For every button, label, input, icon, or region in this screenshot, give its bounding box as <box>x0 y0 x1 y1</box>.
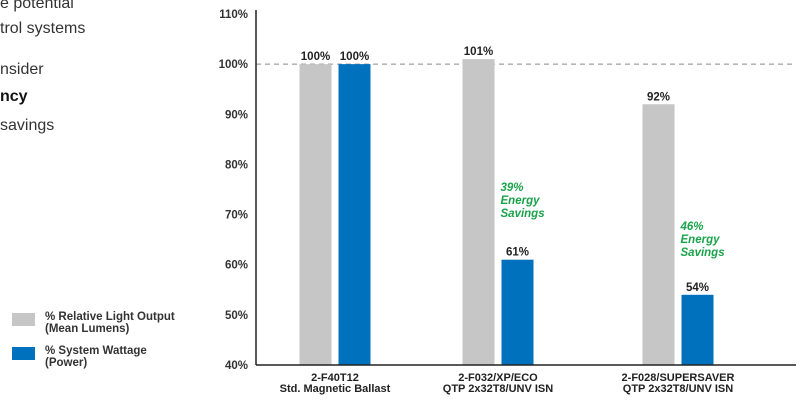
legend-swatch-light-output <box>12 313 35 326</box>
bar-system-wattage <box>338 64 371 366</box>
labels-layer: 100% 101%92%100%61%54%39%EnergySavings46%… <box>301 46 725 294</box>
legend-item-system-wattage: % System Wattage (Power) <box>12 345 175 369</box>
y-tick-label: 100% <box>219 59 248 71</box>
x-category-label: 2-F40T12 <box>311 372 359 384</box>
x-category-label: Std. Magnetic Ballast <box>280 383 391 395</box>
x-category-label: QTP 2x32T8/UNV ISN <box>623 383 734 395</box>
bar-value-label: 92% <box>647 91 670 103</box>
bar-system-wattage <box>681 294 714 365</box>
savings-annotation-line: Energy <box>501 195 541 207</box>
y-tick-label: 90% <box>225 109 248 121</box>
savings-annotation-line: Savings <box>501 208 545 220</box>
bar-value-label: 61% <box>506 247 529 259</box>
side-text-line-3: nsider <box>0 61 44 78</box>
y-tick-label: 110% <box>219 9 248 21</box>
y-tick-label: 70% <box>225 210 248 222</box>
side-text-line-4: ncy <box>0 88 28 105</box>
side-text-line-1: e potential <box>0 0 74 12</box>
y-tick-label: 50% <box>225 310 248 322</box>
bar-system-wattage <box>501 259 534 365</box>
x-category-label: 2-F032/XP/ECO <box>458 372 538 384</box>
y-tick-label: 60% <box>225 260 248 272</box>
savings-annotation-line: Savings <box>681 247 725 259</box>
y-tick-label: 80% <box>225 159 248 171</box>
legend-item-light-output: % Relative Light Output (Mean Lumens) <box>12 311 175 335</box>
x-category-label: QTP 2x32T8/UNV ISN <box>443 383 554 395</box>
legend-label-light-output: % Relative Light Output (Mean Lumens) <box>45 311 175 335</box>
side-text-line-2: trol systems <box>0 20 86 37</box>
savings-annotation-line: 46% <box>680 221 704 233</box>
y-tick-label: 40% <box>225 360 248 372</box>
bar-light-output <box>642 104 675 365</box>
side-text-line-5: savings <box>0 117 55 134</box>
bars-layer <box>299 59 714 366</box>
legend-label-system-wattage: % System Wattage (Power) <box>45 345 147 369</box>
bar-light-output <box>299 64 332 366</box>
legend-swatch-system-wattage <box>12 347 35 360</box>
bar-value-label: 54% <box>686 282 709 294</box>
bar-light-output <box>462 59 495 365</box>
x-category-label: 2-F028/SUPERSAVER <box>622 372 735 384</box>
bar-value-label: 101% <box>464 46 493 58</box>
bar-value-label: 100% <box>301 51 330 63</box>
savings-annotation-line: 39% <box>501 182 524 194</box>
savings-annotation-line: Energy <box>681 234 721 246</box>
bar-value-label: 100% <box>340 51 369 63</box>
